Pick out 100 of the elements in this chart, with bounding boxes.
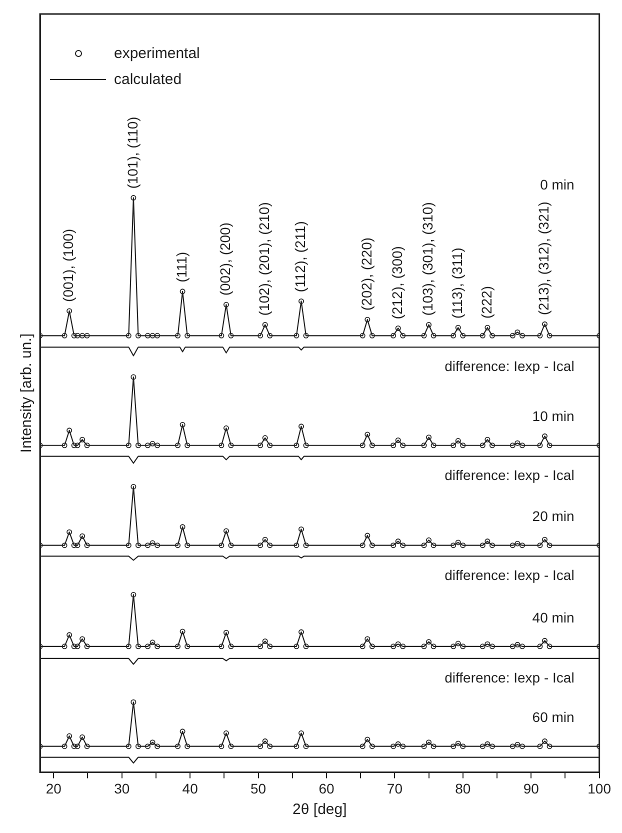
point: [66, 632, 72, 638]
point: [455, 640, 461, 646]
point: [546, 332, 552, 338]
point: [84, 644, 90, 650]
point: [360, 442, 366, 448]
y-axis-title: Intensity [arb. un.]: [18, 333, 36, 453]
point: [267, 442, 273, 448]
point: [135, 442, 141, 448]
point: [360, 332, 366, 338]
point: [514, 329, 520, 335]
point: [480, 542, 486, 548]
point: [400, 442, 406, 448]
point: [484, 436, 490, 442]
point: [154, 542, 160, 548]
point: [426, 639, 432, 645]
point: [71, 332, 77, 338]
point: [267, 644, 273, 650]
point: [519, 542, 525, 548]
point: [400, 644, 406, 650]
point: [298, 526, 304, 532]
point: [180, 288, 186, 294]
point: [489, 744, 495, 750]
point: [184, 332, 190, 338]
point: [510, 644, 516, 650]
point: [364, 432, 370, 438]
point: [184, 442, 190, 448]
x-axis-title: 2θ [deg]: [292, 801, 347, 818]
point: [514, 440, 520, 446]
point: [303, 644, 309, 650]
x-tick-label: 20: [46, 780, 62, 796]
point: [390, 744, 396, 750]
point: [484, 741, 490, 747]
point: [519, 644, 525, 650]
point: [262, 738, 268, 744]
point: [537, 744, 543, 750]
point: [510, 744, 516, 750]
point: [303, 542, 309, 548]
point: [421, 744, 427, 750]
point: [303, 744, 309, 750]
point: [228, 744, 234, 750]
point: [450, 542, 456, 548]
point: [267, 542, 273, 548]
point: [364, 736, 370, 742]
point: [369, 644, 375, 650]
point: [223, 630, 229, 636]
point: [364, 636, 370, 642]
point: [223, 528, 229, 534]
point: [150, 740, 156, 746]
annotation: (113), (311): [448, 248, 465, 319]
point: [145, 644, 151, 650]
annotation: (102), (201), (210): [256, 202, 272, 316]
point: [175, 744, 181, 750]
point: [228, 332, 234, 338]
point: [519, 332, 525, 338]
point: [546, 744, 552, 750]
point: [218, 442, 224, 448]
legend-label: calculated: [114, 70, 182, 88]
point: [484, 538, 490, 544]
annotation: (222): [478, 286, 494, 319]
point: [430, 442, 436, 448]
point: [303, 332, 309, 338]
point: [460, 542, 466, 548]
point: [126, 332, 132, 338]
point: [84, 744, 90, 750]
x-tick-label: 90: [523, 780, 540, 796]
point: [484, 641, 490, 647]
x-tick-label: 60: [318, 780, 334, 796]
point: [430, 644, 436, 650]
point: [489, 332, 495, 338]
point: [390, 644, 396, 650]
point: [369, 442, 375, 448]
point: [262, 435, 268, 441]
point: [364, 316, 370, 322]
point: [180, 728, 186, 734]
point: [450, 644, 456, 650]
point: [480, 442, 486, 448]
x-tick-label: 50: [250, 780, 266, 796]
point: [421, 332, 427, 338]
point: [180, 524, 186, 530]
point: [175, 644, 181, 650]
point: [184, 644, 190, 650]
point: [135, 644, 141, 650]
point: [62, 332, 68, 338]
point: [489, 542, 495, 548]
point: [426, 434, 432, 440]
annotation: (202), (220): [358, 237, 374, 311]
point: [84, 332, 90, 338]
point: [218, 644, 224, 650]
point: [484, 324, 490, 330]
annotation: 40 min: [532, 609, 574, 626]
point: [262, 322, 268, 328]
point: [74, 332, 80, 338]
point: [71, 644, 77, 650]
point: [298, 424, 304, 430]
point: [450, 442, 456, 448]
point: [80, 436, 86, 442]
point: [145, 332, 151, 338]
annotation: 20 min: [532, 508, 574, 524]
point: [360, 542, 366, 548]
annotation: difference: Iexp - Ical: [444, 467, 574, 484]
